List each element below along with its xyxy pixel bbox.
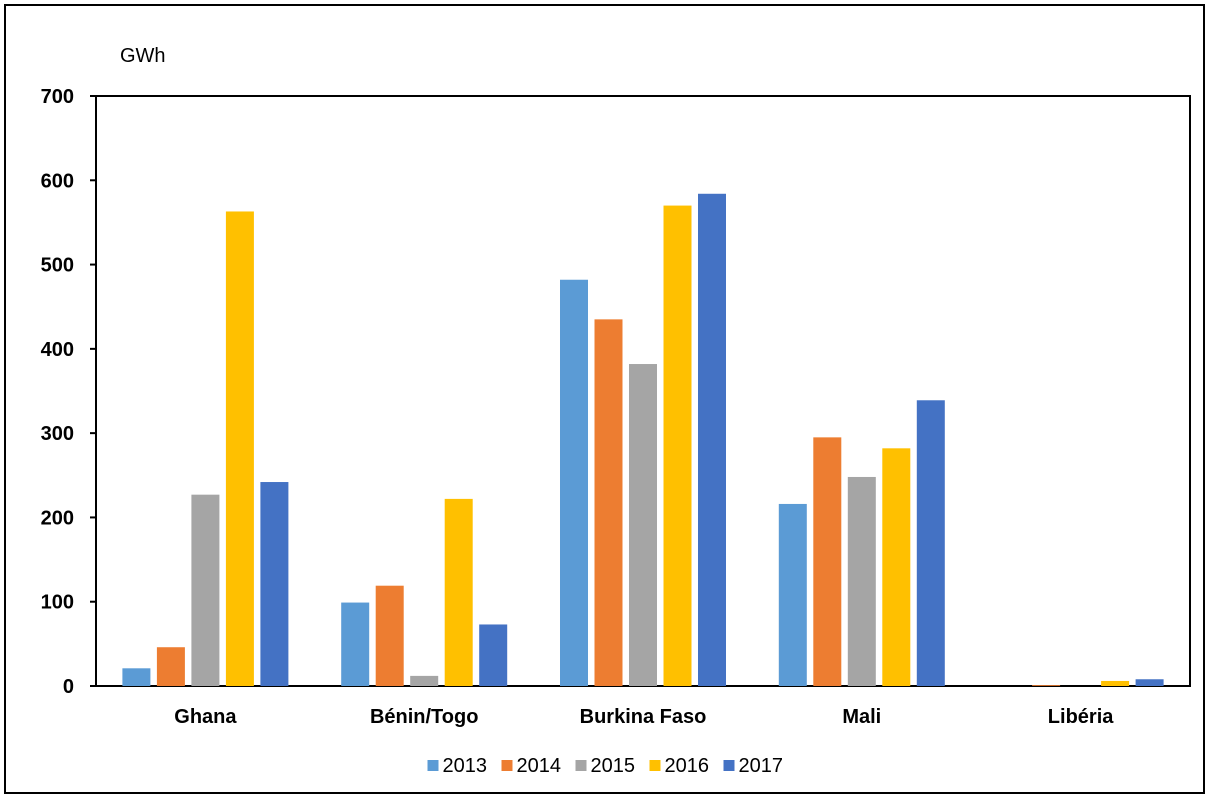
y-tick-label: 500 [41, 255, 74, 277]
bar-ghana-2013 [122, 668, 151, 686]
legend-label: 2014 [517, 755, 562, 777]
bar-burkina-faso-2015 [629, 364, 657, 686]
bar-mali-2015 [847, 476, 876, 686]
bar-b-nin-togo-2014 [375, 585, 404, 686]
legend-label: 2013 [443, 755, 488, 777]
bar-mali-2016 [882, 448, 911, 686]
bar-lib-ria-2016 [1101, 680, 1130, 686]
bar-burkina-faso-2017 [698, 193, 726, 686]
bars [122, 193, 1164, 687]
bar-b-nin-togo-2017 [479, 624, 508, 686]
bar-ghana-2016 [225, 211, 254, 686]
y-tick-label: 200 [41, 507, 74, 529]
bar-burkina-faso-2016 [663, 205, 692, 687]
legend-swatch-2013 [427, 760, 439, 771]
x-category-label: Burkina Faso [580, 706, 707, 728]
y-tick-label: 400 [41, 339, 74, 361]
bar-mali-2014 [813, 437, 842, 686]
x-category-label: Mali [842, 706, 881, 728]
legend-label: 2016 [665, 755, 710, 777]
bar-burkina-faso-2013 [560, 279, 588, 686]
legend-swatch-2014 [501, 760, 513, 771]
bar-ghana-2015 [191, 494, 220, 686]
x-category-label: Ghana [174, 706, 237, 728]
legend-swatch-2015 [575, 760, 587, 771]
bar-lib-ria-2014 [1032, 685, 1061, 686]
y-tick-label: 600 [41, 170, 74, 192]
y-tick-label: 100 [41, 592, 74, 614]
y-axis-unit-label: GWh [120, 45, 166, 67]
y-tick-label: 300 [41, 423, 74, 445]
legend-label: 2017 [739, 755, 784, 777]
y-axis-ticks: 0 100 200 300 400 500 600 700 [41, 86, 96, 698]
legend-label: 2015 [591, 755, 636, 777]
bar-b-nin-togo-2016 [444, 498, 473, 686]
bar-ghana-2014 [156, 647, 185, 686]
y-tick-label: 0 [63, 676, 74, 698]
legend-swatch-2016 [649, 760, 661, 771]
legend-swatch-2017 [723, 760, 735, 771]
bar-ghana-2017 [260, 482, 289, 686]
y-tick-label: 700 [41, 86, 74, 108]
legend: 2013 2014 2015 2016 2017 [427, 755, 784, 777]
x-category-label: Libéria [1048, 706, 1114, 728]
x-axis-labels: Ghana Bénin/Togo Burkina Faso Mali Libéria [174, 706, 1114, 728]
bar-mali-2013 [778, 503, 807, 686]
bar-burkina-faso-2014 [594, 319, 623, 686]
x-category-label: Bénin/Togo [370, 706, 479, 728]
bar-lib-ria-2017 [1135, 679, 1164, 686]
bar-mali-2017 [916, 400, 945, 686]
bar-b-nin-togo-2015 [410, 675, 439, 686]
bar-b-nin-togo-2013 [341, 602, 370, 686]
